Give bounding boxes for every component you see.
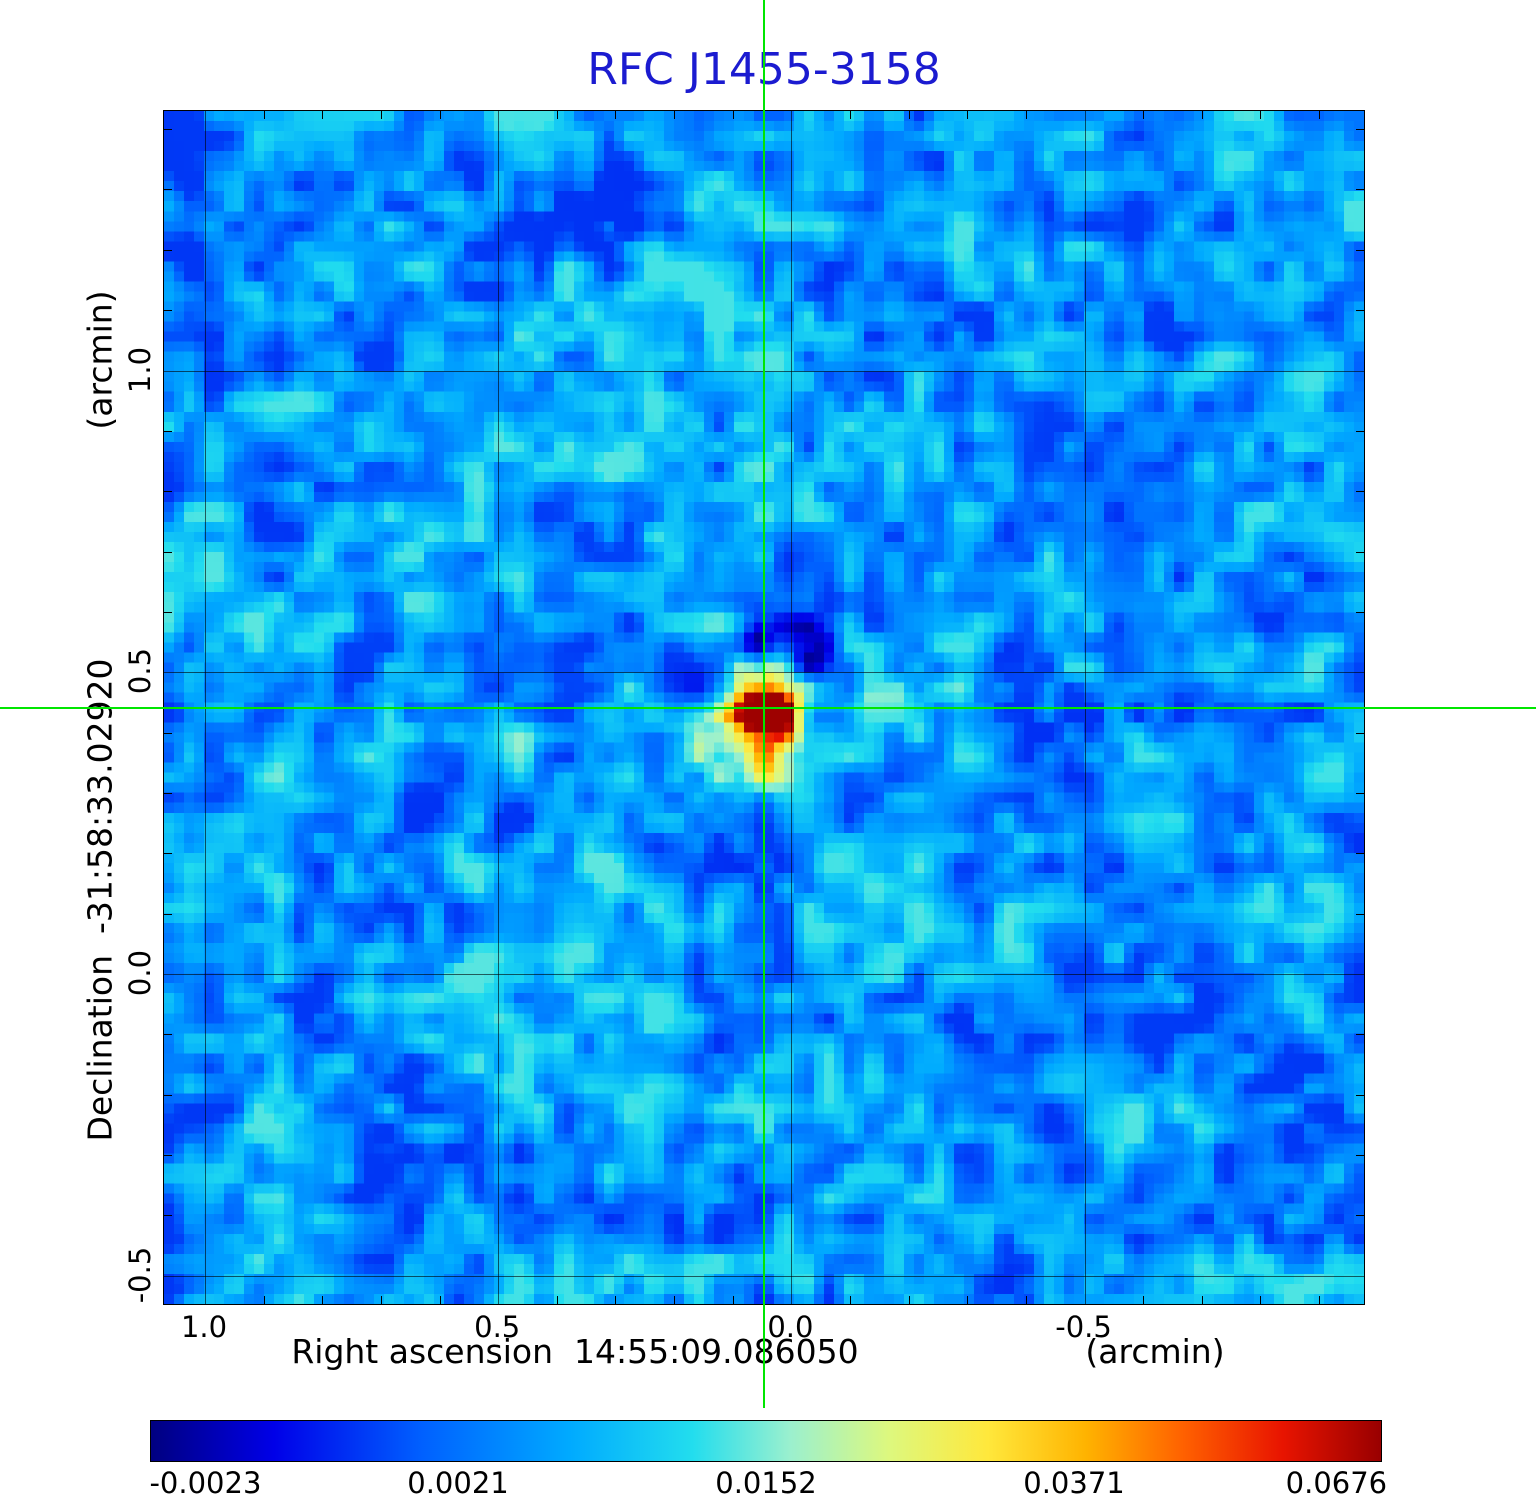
axis-minor-tick (1356, 732, 1364, 734)
axis-minor-tick (1356, 430, 1364, 432)
colorbar-gradient (151, 1421, 1381, 1461)
axis-minor-tick (1143, 111, 1145, 119)
axis-minor-tick (164, 1215, 172, 1217)
crosshair-horizontal-line (0, 706, 1536, 709)
colorbar-label: -0.0023 (149, 1466, 262, 1500)
axis-minor-tick (732, 111, 734, 119)
axis-minor-tick (967, 1296, 969, 1304)
axis-minor-tick (164, 1094, 172, 1096)
colorbar-label: 0.0152 (715, 1466, 817, 1500)
axis-minor-tick (615, 1296, 617, 1304)
axis-minor-tick (908, 1296, 910, 1304)
y-tick-label: 0.0 (123, 949, 157, 997)
axis-minor-tick (615, 111, 617, 119)
axis-minor-tick (556, 111, 558, 119)
axis-minor-tick (1260, 111, 1262, 119)
axis-minor-tick (1356, 551, 1364, 553)
axis-minor-tick (908, 111, 910, 119)
colorbar-scale-labels: -0.0023 0.0021 0.0152 0.0371 0.0676 (149, 1466, 1387, 1502)
axis-minor-tick (1356, 249, 1364, 251)
colorbar-label: 0.0021 (407, 1466, 509, 1500)
axis-minor-tick (164, 249, 172, 251)
axis-minor-tick (164, 430, 172, 432)
axis-minor-tick (380, 1296, 382, 1304)
axis-minor-tick (164, 732, 172, 734)
x-tick-label: -0.5 (1055, 1310, 1112, 1344)
axis-minor-tick (1201, 1296, 1203, 1304)
axis-minor-tick (1319, 1296, 1321, 1304)
colorbar-label: 0.0676 (1285, 1466, 1388, 1500)
axis-minor-tick (380, 111, 382, 119)
axis-minor-tick (164, 1155, 172, 1157)
axis-minor-tick (674, 111, 676, 119)
axis-minor-tick (850, 111, 852, 119)
x-tick-label: 0.0 (767, 1310, 814, 1344)
axis-minor-tick (1356, 913, 1364, 915)
axis-minor-tick (1356, 611, 1364, 613)
y-axis-unit-label: (arcmin) (80, 290, 120, 430)
x-tick-label: 0.5 (474, 1310, 521, 1344)
axis-minor-tick (850, 1296, 852, 1304)
axis-minor-tick (674, 1296, 676, 1304)
axis-minor-tick (556, 1296, 558, 1304)
axis-minor-tick (164, 491, 172, 493)
axis-minor-tick (1356, 189, 1364, 191)
axis-minor-tick (164, 551, 172, 553)
axis-minor-tick (1025, 1296, 1027, 1304)
y-tick-label: -0.5 (123, 1246, 157, 1304)
axis-minor-tick (164, 853, 172, 855)
crosshair-vertical-line (763, 0, 765, 1408)
y-tick-label: 1.0 (123, 346, 157, 393)
axis-minor-tick (1356, 129, 1364, 131)
axis-minor-tick (1201, 111, 1203, 119)
axis-minor-tick (1356, 1155, 1364, 1157)
axis-minor-tick (439, 111, 441, 119)
axis-minor-tick (263, 1296, 265, 1304)
axis-minor-tick (1356, 1034, 1364, 1036)
axis-minor-tick (263, 111, 265, 119)
axis-minor-tick (732, 1296, 734, 1304)
x-tick-label: 1.0 (180, 1310, 228, 1344)
y-axis-label: Declination -31:58:33.02920 (80, 658, 120, 1142)
axis-minor-tick (439, 1296, 441, 1304)
axis-minor-tick (164, 189, 172, 191)
axis-minor-tick (1260, 1296, 1262, 1304)
axis-minor-tick (1025, 111, 1027, 119)
axis-minor-tick (164, 611, 172, 613)
axis-minor-tick (1356, 853, 1364, 855)
axis-minor-tick (1356, 491, 1364, 493)
axis-minor-tick (164, 1034, 172, 1036)
axis-minor-tick (164, 792, 172, 794)
figure-title: RFC J1455-3158 (587, 44, 941, 95)
axis-minor-tick (1356, 1094, 1364, 1096)
axis-minor-tick (322, 111, 324, 119)
x-axis-unit-label: (arcmin) (1085, 1332, 1225, 1371)
axis-minor-tick (1143, 1296, 1145, 1304)
axis-minor-tick (164, 129, 172, 131)
x-axis-label: Right ascension 14:55:09.086050 (291, 1332, 859, 1371)
y-tick-label: 0.5 (123, 648, 157, 695)
axis-minor-tick (322, 1296, 324, 1304)
axis-minor-tick (164, 310, 172, 312)
axis-minor-tick (1319, 111, 1321, 119)
axis-minor-tick (1356, 792, 1364, 794)
colorbar-label: 0.0371 (1023, 1466, 1125, 1500)
axis-minor-tick (1356, 1215, 1364, 1217)
axis-minor-tick (164, 913, 172, 915)
colorbar (150, 1420, 1382, 1462)
axis-minor-tick (1356, 310, 1364, 312)
axis-minor-tick (967, 111, 969, 119)
